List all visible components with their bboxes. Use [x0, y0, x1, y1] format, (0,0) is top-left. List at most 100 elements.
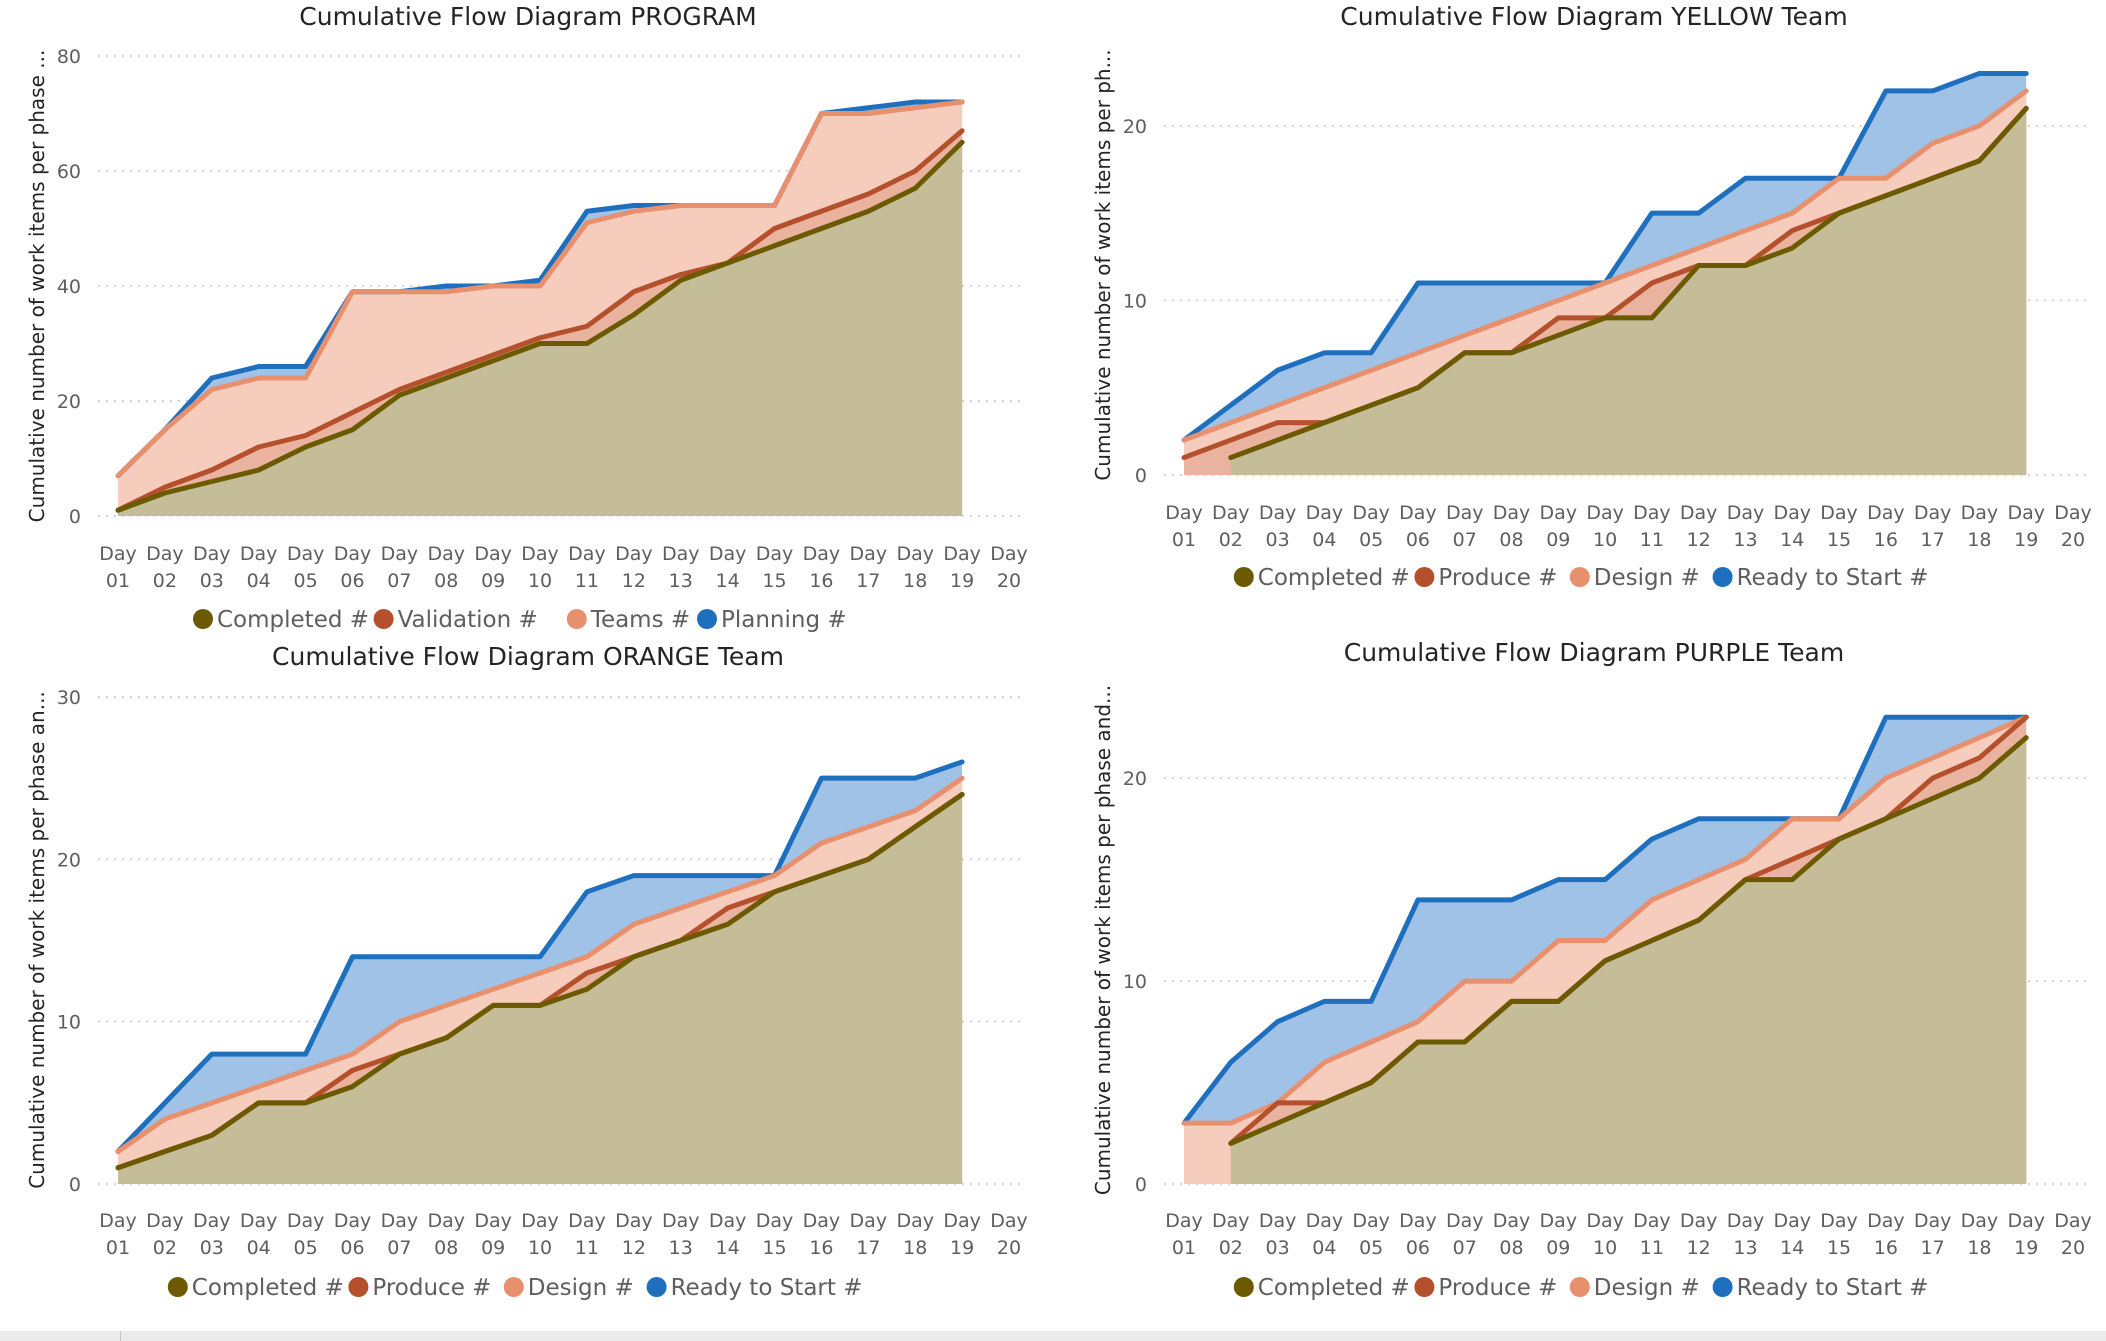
x-tick-label: Day — [427, 543, 465, 565]
x-tick-label: Day — [381, 1210, 419, 1232]
x-tick-label: 03 — [200, 570, 224, 592]
legend-marker — [697, 609, 717, 629]
area-0 — [118, 142, 963, 516]
legend-label: Teams # — [590, 607, 690, 633]
x-tick-label: 07 — [387, 570, 411, 592]
legend-label: Completed # — [1258, 565, 1410, 591]
x-tick-label: 16 — [1874, 529, 1898, 551]
series-line-0 — [115, 791, 965, 1171]
x-tick-label: Day — [99, 543, 137, 565]
x-tick-label: 19 — [950, 1237, 974, 1259]
area-0 — [1230, 737, 2027, 1184]
x-tick-label: 20 — [2061, 1237, 2085, 1259]
x-tick-label: 01 — [106, 1237, 130, 1259]
x-tick-label: 12 — [622, 1237, 646, 1259]
y-tick-label: 10 — [1123, 971, 1147, 993]
x-tick-label: 15 — [762, 1237, 786, 1259]
x-tick-label: 19 — [950, 570, 974, 592]
x-tick-label: 10 — [528, 1237, 552, 1259]
x-tick-label: 09 — [1546, 529, 1570, 551]
legend-label: Ready to Start # — [671, 1275, 863, 1301]
x-tick-label: Day — [1352, 502, 1390, 524]
x-tick-label: 17 — [856, 1237, 880, 1259]
legend-label: Completed # — [192, 1275, 344, 1301]
x-tick-label: Day — [146, 1210, 184, 1232]
x-tick-label: 13 — [669, 1237, 693, 1259]
x-tick-label: 08 — [1499, 529, 1523, 551]
y-tick-label: 30 — [57, 687, 81, 709]
x-tick-label: 07 — [387, 1237, 411, 1259]
x-tick-label: 20 — [997, 570, 1021, 592]
x-tick-label: Day — [1165, 1210, 1203, 1232]
x-tick-label: Day — [943, 543, 981, 565]
x-tick-label: Day — [2007, 502, 2045, 524]
series-line-0 — [115, 139, 965, 513]
legend-marker — [373, 609, 394, 629]
x-tick-label: 05 — [1359, 1237, 1383, 1259]
area-0 — [1230, 108, 2027, 475]
x-tick-label: 01 — [106, 570, 130, 592]
legend-marker — [646, 1277, 667, 1297]
x-tick-label: Day — [1773, 502, 1811, 524]
x-tick-label: 06 — [1406, 529, 1430, 551]
legend-label: Completed # — [1258, 1275, 1410, 1301]
legend-label: Produce # — [372, 1275, 491, 1301]
legend-label: Validation # — [398, 607, 538, 633]
x-tick-label: 04 — [247, 570, 271, 592]
legend-marker — [1569, 567, 1590, 587]
area-0 — [118, 794, 963, 1184]
y-axis-label: Cumulative number of work items per ph..… — [1091, 49, 1115, 480]
x-tick-label: Day — [240, 543, 278, 565]
x-tick-label: Day — [1399, 502, 1437, 524]
x-tick-label: Day — [1306, 502, 1344, 524]
x-tick-label: 02 — [153, 570, 177, 592]
legend-label: Produce # — [1438, 565, 1557, 591]
x-tick-label: 13 — [1733, 529, 1757, 551]
x-tick-label: Day — [1961, 1210, 1999, 1232]
x-tick-label: 14 — [716, 1237, 740, 1259]
y-tick-label: 20 — [1123, 116, 1147, 138]
legend-label: Completed # — [217, 607, 369, 633]
x-tick-label: 15 — [1827, 1237, 1851, 1259]
x-tick-label: Day — [1633, 1210, 1671, 1232]
x-tick-label: Day — [1773, 1210, 1811, 1232]
y-tick-label: 20 — [1123, 768, 1147, 790]
x-tick-label: 10 — [1593, 1237, 1617, 1259]
x-tick-label: 14 — [716, 570, 740, 592]
x-tick-label: Day — [1727, 502, 1765, 524]
x-tick-label: 04 — [1312, 1237, 1336, 1259]
x-tick-label: 18 — [903, 1237, 927, 1259]
legend-marker — [1233, 567, 1254, 587]
x-tick-label: 08 — [434, 570, 458, 592]
x-tick-label: 06 — [340, 1237, 364, 1259]
legend-label: Planning # — [721, 607, 847, 633]
x-tick-label: 10 — [528, 570, 552, 592]
x-tick-label: Day — [1212, 502, 1250, 524]
x-tick-label: 12 — [622, 570, 646, 592]
x-tick-label: Day — [568, 1210, 606, 1232]
x-tick-label: 01 — [1172, 1237, 1196, 1259]
series-line-3 — [1181, 714, 2029, 1126]
x-tick-label: 04 — [247, 1237, 271, 1259]
x-tick-label: Day — [990, 543, 1028, 565]
legend-marker — [1712, 1277, 1733, 1297]
x-tick-label: Day — [1820, 1210, 1858, 1232]
series-line-2 — [115, 775, 965, 1155]
page-footer-bar — [0, 1331, 2106, 1341]
y-tick-label: 0 — [69, 506, 81, 528]
x-tick-label: 03 — [1265, 1237, 1289, 1259]
y-axis-label: Cumulative number of work items per phas… — [25, 50, 49, 523]
x-tick-label: Day — [1540, 1210, 1578, 1232]
x-tick-label: Day — [756, 543, 794, 565]
x-tick-label: Day — [1399, 1210, 1437, 1232]
x-tick-label: 11 — [1640, 529, 1664, 551]
x-tick-label: Day — [1633, 502, 1671, 524]
x-tick-label: Day — [193, 1210, 231, 1232]
x-tick-label: Day — [1586, 1210, 1624, 1232]
x-tick-label: 11 — [575, 570, 599, 592]
x-tick-label: Day — [2054, 1210, 2092, 1232]
x-tick-label: Day — [1493, 502, 1531, 524]
legend-marker — [566, 609, 587, 629]
